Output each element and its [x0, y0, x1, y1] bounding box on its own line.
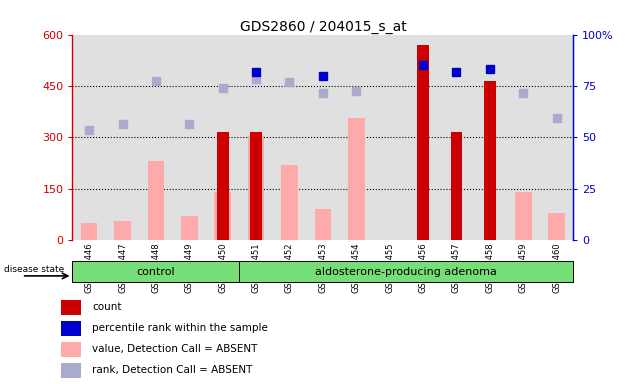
Text: value, Detection Call = ABSENT: value, Detection Call = ABSENT [92, 344, 258, 354]
Bar [314, 209, 331, 240]
Text: disease state: disease state [4, 265, 64, 274]
Bar [81, 223, 98, 240]
Text: count: count [92, 302, 122, 312]
Bar [62, 342, 81, 358]
Bar [450, 132, 462, 240]
Title: GDS2860 / 204015_s_at: GDS2860 / 204015_s_at [239, 20, 406, 33]
Bar [248, 136, 265, 240]
Bar [515, 192, 532, 240]
Bar [114, 221, 131, 240]
Bar [181, 216, 198, 240]
Bar [250, 132, 262, 240]
Text: percentile rank within the sample: percentile rank within the sample [92, 323, 268, 333]
Bar [147, 161, 164, 240]
Bar [217, 132, 229, 240]
Text: aldosterone-producing adenoma: aldosterone-producing adenoma [316, 266, 497, 277]
Bar [72, 261, 239, 282]
Bar [417, 45, 429, 240]
Text: control: control [137, 266, 175, 277]
Bar [348, 118, 365, 240]
Bar [239, 261, 573, 282]
Bar [281, 165, 298, 240]
Text: rank, Detection Call = ABSENT: rank, Detection Call = ABSENT [92, 365, 253, 375]
Bar [548, 213, 565, 240]
Bar [62, 363, 81, 379]
Bar [62, 321, 81, 336]
Bar [62, 300, 81, 315]
Bar [214, 192, 231, 240]
Bar [484, 81, 496, 240]
